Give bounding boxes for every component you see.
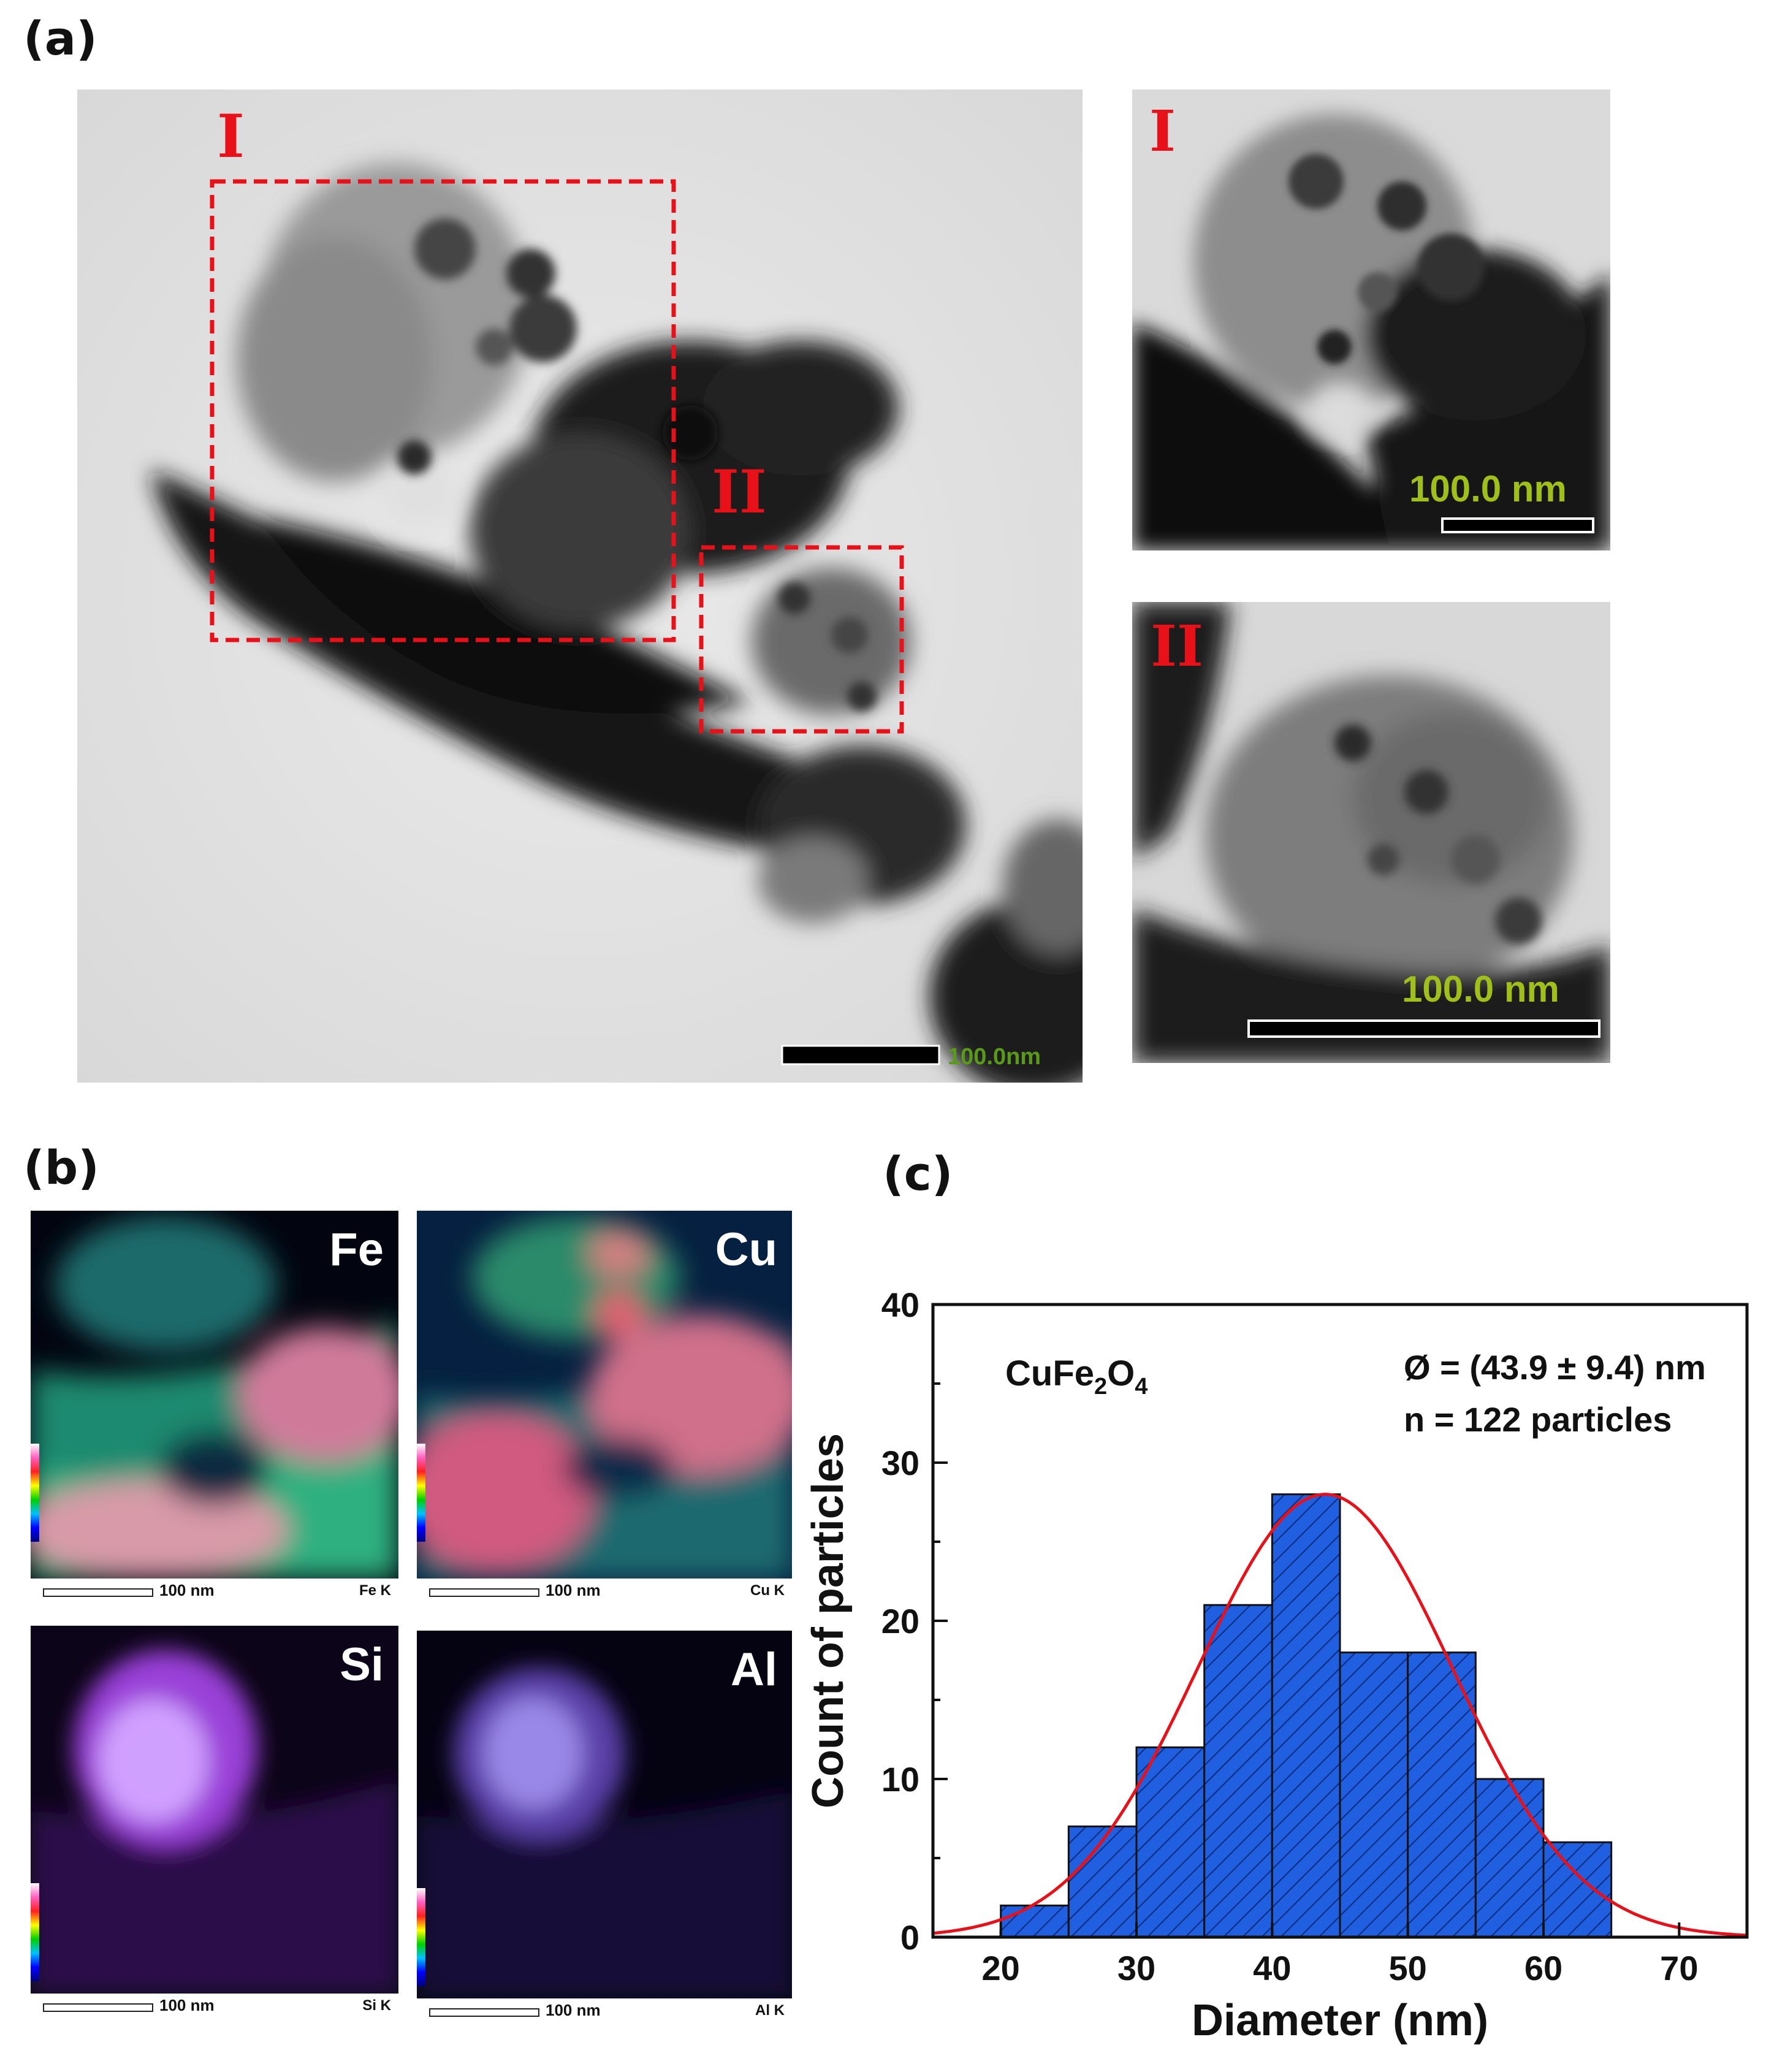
panel-label-b: (b) bbox=[23, 1140, 99, 1195]
cu-caption: 100 nm Cu K bbox=[417, 1579, 792, 1603]
y-tick-label-0: 0 bbox=[900, 1918, 919, 1957]
panel-label-c: (c) bbox=[883, 1146, 953, 1201]
al-line-label: Al K bbox=[755, 2002, 785, 2019]
tem-inset-II: II 100.0 nm bbox=[1132, 602, 1610, 1063]
formula-sub2: 4 bbox=[1135, 1374, 1148, 1400]
gaussian-fit-curve bbox=[932, 1493, 1748, 1937]
panel-label-a: (a) bbox=[23, 11, 97, 66]
cu-element-label: Cu bbox=[715, 1224, 777, 1276]
fe-scale-label: 100 nm bbox=[159, 1581, 215, 1599]
x-tick-label-50: 50 bbox=[1389, 1949, 1427, 1987]
inset-I-scale-label: 100.0 nm bbox=[1409, 468, 1567, 509]
y-tick-label-40: 40 bbox=[881, 1285, 919, 1324]
histogram-bar-6 bbox=[1407, 1651, 1477, 1938]
si-colorbar bbox=[31, 1883, 39, 1981]
y-tick-label-30: 30 bbox=[881, 1444, 919, 1482]
histogram-bar-0 bbox=[1000, 1904, 1070, 1938]
region-II-box bbox=[699, 545, 904, 734]
al-caption: 100 nm Al K bbox=[417, 1998, 792, 2023]
particle-count-annotation: n = 122 particles bbox=[1404, 1400, 1672, 1439]
main-scale-bar bbox=[781, 1045, 940, 1065]
eds-map-si: Si bbox=[31, 1626, 398, 1994]
x-tick-label-20: 20 bbox=[982, 1949, 1020, 1987]
tem-main-image: I II 100.0nm bbox=[77, 90, 1083, 1083]
si-scale-label: 100 nm bbox=[159, 1996, 215, 2014]
al-scale-label: 100 nm bbox=[546, 2001, 601, 2019]
inset-II-label: II bbox=[1151, 613, 1203, 679]
fe-element-label: Fe bbox=[329, 1224, 384, 1276]
histogram-bar-3 bbox=[1203, 1604, 1273, 1938]
x-tick-label-60: 60 bbox=[1524, 1949, 1562, 1987]
si-caption: 100 nm Si K bbox=[31, 1994, 398, 2018]
si-line-label: Si K bbox=[362, 1997, 391, 2014]
x-tick-label-70: 70 bbox=[1660, 1949, 1698, 1987]
main-scale-label: 100.0nm bbox=[948, 1044, 1041, 1070]
x-tick-label-40: 40 bbox=[1253, 1949, 1291, 1987]
histogram-bar-7 bbox=[1474, 1778, 1545, 1938]
region-I-label: I bbox=[217, 102, 245, 171]
histogram-bar-1 bbox=[1067, 1825, 1138, 1938]
x-axis-label: Diameter (nm) bbox=[1192, 1996, 1488, 2045]
al-colorbar bbox=[417, 1888, 425, 1986]
y-tick-label-10: 10 bbox=[881, 1760, 919, 1799]
cu-line-label: Cu K bbox=[750, 1582, 785, 1599]
cu-scale-label: 100 nm bbox=[546, 1581, 601, 1599]
cu-colorbar bbox=[417, 1444, 425, 1542]
region-II-label: II bbox=[712, 457, 767, 527]
formula-mid: O bbox=[1107, 1354, 1135, 1393]
inset-I-scale-bar bbox=[1441, 517, 1594, 533]
histogram-bar-2 bbox=[1135, 1746, 1206, 1938]
fe-colorbar bbox=[31, 1444, 39, 1542]
fe-caption: 100 nm Fe K bbox=[31, 1579, 398, 1603]
fe-line-label: Fe K bbox=[359, 1582, 391, 1599]
axes-ticks: 20 30 40 50 60 70 0 10 20 30 40 bbox=[881, 1285, 1699, 1987]
al-scale-bar bbox=[429, 2008, 539, 2017]
eds-map-al: Al bbox=[417, 1631, 792, 1998]
size-distribution-chart: 20 30 40 50 60 70 0 10 20 30 40 Diameter (nm) Coun… bbox=[804, 1285, 1749, 2045]
inset-II-scale-bar bbox=[1247, 1019, 1600, 1038]
cu-scale-bar bbox=[429, 1588, 539, 1597]
fe-scale-bar bbox=[43, 1588, 153, 1597]
al-element-label: Al bbox=[731, 1644, 777, 1696]
histogram-bars bbox=[1000, 1493, 1613, 1938]
eds-map-fe: Fe bbox=[31, 1211, 398, 1579]
inset-II-scale-label: 100.0 nm bbox=[1402, 969, 1559, 1010]
histogram-bar-4 bbox=[1271, 1493, 1341, 1938]
eds-map-cu: Cu bbox=[417, 1211, 792, 1579]
formula-main: CuFe bbox=[1005, 1354, 1094, 1393]
histogram-bar-8 bbox=[1542, 1841, 1613, 1938]
inset-I-label: I bbox=[1149, 98, 1176, 164]
y-tick-label-20: 20 bbox=[881, 1602, 919, 1640]
x-tick-label-30: 30 bbox=[1117, 1949, 1155, 1987]
formula-sub1: 2 bbox=[1094, 1374, 1107, 1400]
tem-inset-I: I 100.0 nm bbox=[1132, 90, 1610, 550]
diameter-annotation: Ø = (43.9 ± 9.4) nm bbox=[1404, 1348, 1706, 1387]
si-element-label: Si bbox=[340, 1639, 384, 1691]
y-axis-label: Count of particles bbox=[804, 1433, 853, 1808]
sample-formula: CuFe2O4 bbox=[1005, 1354, 1148, 1400]
region-I-box bbox=[210, 179, 676, 642]
si-scale-bar bbox=[43, 2003, 153, 2012]
histogram-bar-5 bbox=[1339, 1651, 1409, 1938]
